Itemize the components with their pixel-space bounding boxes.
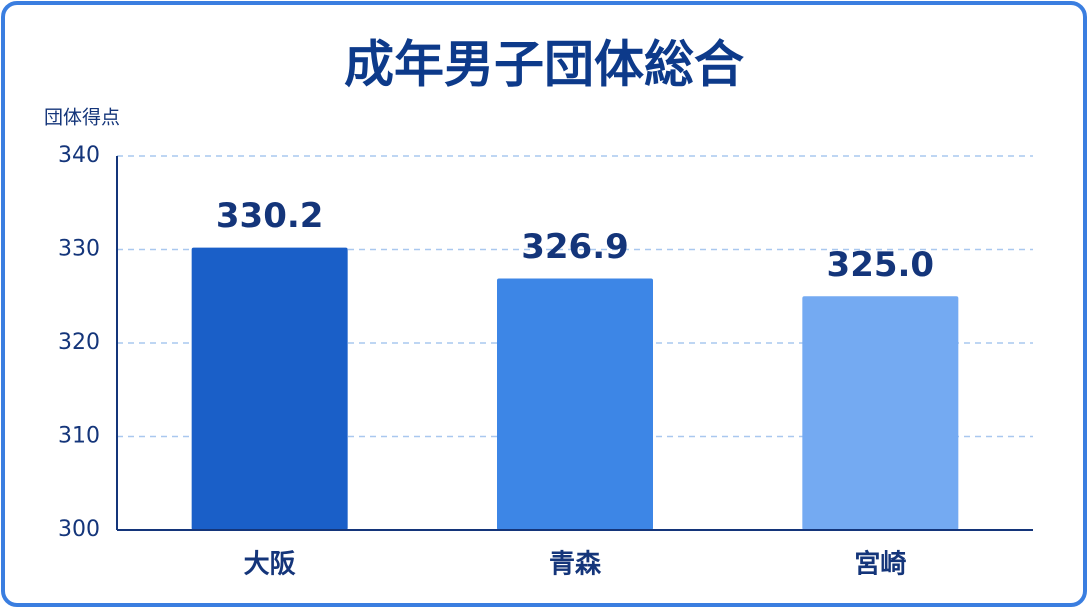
- y-tick-label: 320: [58, 330, 100, 355]
- y-tick-label: 300: [58, 517, 100, 542]
- value-label: 326.9: [521, 227, 629, 267]
- y-axis-label: 団体得点: [44, 107, 120, 129]
- y-tick-label: 310: [58, 424, 100, 449]
- y-tick-label: 330: [58, 237, 100, 262]
- value-label: 330.2: [216, 196, 324, 236]
- bar: [497, 278, 653, 530]
- bar: [191, 247, 348, 530]
- value-label: 325.0: [827, 245, 935, 285]
- bar: [802, 296, 959, 530]
- chart-title: 成年男子団体総合: [344, 36, 744, 94]
- x-tick-label: 宮崎: [854, 549, 906, 580]
- x-tick-label: 大阪: [244, 550, 296, 580]
- x-tick-label: 青森: [549, 550, 602, 580]
- y-tick-label: 340: [58, 143, 100, 168]
